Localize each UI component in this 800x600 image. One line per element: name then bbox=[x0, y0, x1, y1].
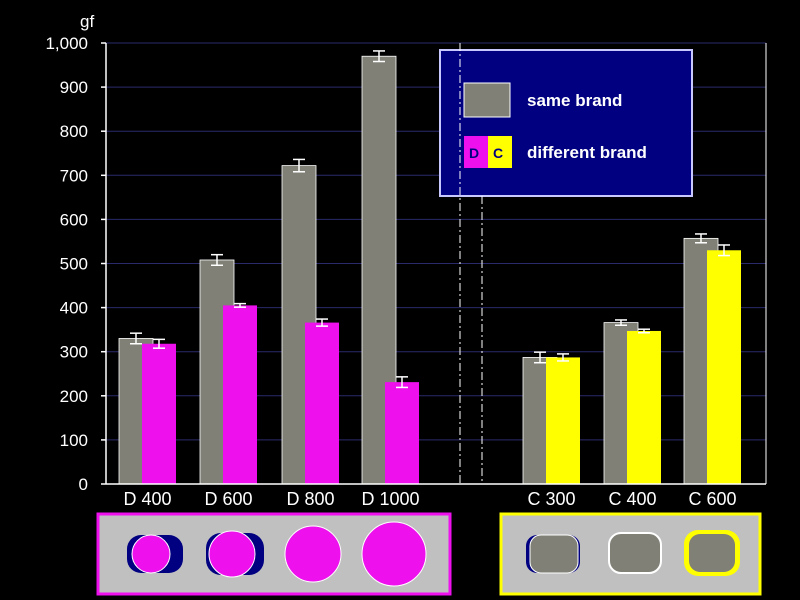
y-axis-unit: gf bbox=[80, 12, 94, 31]
bar-different-brand bbox=[223, 305, 257, 484]
category-label: C 300 bbox=[527, 489, 575, 509]
legend: same brand D C different brand bbox=[439, 49, 693, 197]
legend-letter-d: D bbox=[469, 145, 479, 161]
category-label: D 800 bbox=[286, 489, 334, 509]
c-300-shape bbox=[529, 534, 579, 574]
y-tick-label: 900 bbox=[60, 78, 88, 97]
d-600-shape bbox=[208, 530, 256, 578]
y-tick-label: 1,000 bbox=[45, 34, 88, 53]
bar-different-brand bbox=[707, 250, 741, 484]
d-800-shape bbox=[284, 525, 342, 583]
y-tick-label: 300 bbox=[60, 343, 88, 362]
category-label: D 400 bbox=[123, 489, 171, 509]
category-label: D 600 bbox=[204, 489, 252, 509]
bar-different-brand bbox=[546, 357, 580, 484]
bar-different-brand bbox=[627, 330, 661, 484]
d-shape-panel bbox=[96, 512, 452, 596]
y-tick-label: 800 bbox=[60, 122, 88, 141]
category-labels: D 400 D 600 D 800 D 1000 C 300 C 400 C 600 bbox=[123, 489, 736, 509]
legend-box bbox=[439, 49, 693, 197]
legend-swatch-d bbox=[464, 136, 488, 168]
legend-letter-c: C bbox=[493, 145, 503, 161]
legend-swatch-c bbox=[488, 136, 512, 168]
c-shape-panel bbox=[499, 512, 762, 596]
category-label: D 1000 bbox=[361, 489, 419, 509]
y-tick-label: 500 bbox=[60, 255, 88, 274]
d-400-shape bbox=[131, 534, 171, 574]
legend-label-different: different brand bbox=[527, 143, 647, 162]
y-tick-label: 200 bbox=[60, 387, 88, 406]
y-tick-label: 700 bbox=[60, 166, 88, 185]
y-tick-label: 600 bbox=[60, 210, 88, 229]
d-1000-shape bbox=[361, 521, 427, 587]
bar-different-brand bbox=[385, 382, 419, 484]
y-tick-label: 0 bbox=[79, 475, 88, 494]
legend-swatch-same bbox=[463, 82, 511, 118]
bar-different-brand bbox=[142, 343, 176, 484]
y-tick-label: 400 bbox=[60, 299, 88, 318]
category-label: C 600 bbox=[688, 489, 736, 509]
bar-different-brand bbox=[305, 322, 339, 484]
c-400-shape bbox=[608, 532, 662, 574]
y-tick-labels: 0 100 200 300 400 500 600 700 800 900 1,000 bbox=[45, 34, 106, 494]
category-label: C 400 bbox=[608, 489, 656, 509]
c-600-shape bbox=[689, 534, 735, 572]
bars bbox=[118, 50, 741, 485]
y-tick-label: 100 bbox=[60, 431, 88, 450]
legend-label-same: same brand bbox=[527, 91, 622, 110]
